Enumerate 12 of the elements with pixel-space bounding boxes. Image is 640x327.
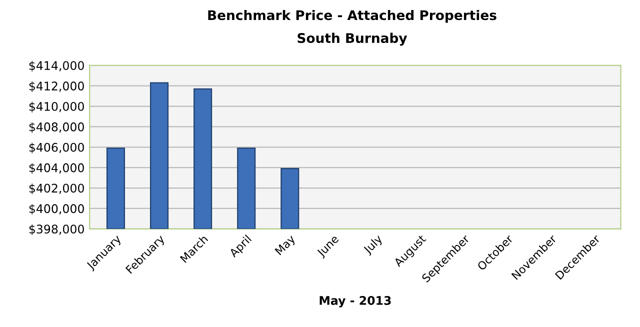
x-axis-title: May - 2013 [320, 296, 391, 308]
y-tick-label: $414,000 [29, 60, 84, 72]
y-tick-label: $404,000 [29, 163, 84, 174]
y-tick-label: $412,000 [29, 81, 84, 92]
y-tick-label: $398,000 [29, 224, 84, 236]
y-tick-label: $410,000 [29, 102, 84, 112]
y-tick-label: $402,000 [29, 184, 84, 194]
y-tick-label: $406,000 [29, 142, 84, 154]
y-tick-label: $400,000 [29, 204, 84, 215]
chart-subtitle: South Burnaby [298, 32, 408, 46]
chart-title: Benchmark Price - Attached Properties [208, 10, 496, 23]
y-tick-label: $408,000 [29, 122, 84, 133]
